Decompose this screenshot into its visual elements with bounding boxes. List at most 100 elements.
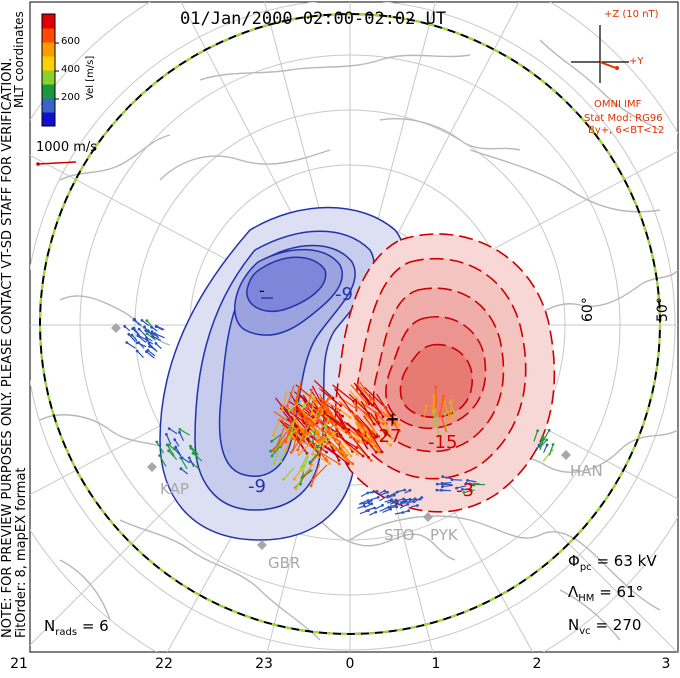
velocity-vector-origin xyxy=(406,503,409,506)
color-bar-swatch xyxy=(42,98,55,113)
velocity-vector-origin xyxy=(133,319,136,322)
velocity-vector-origin xyxy=(381,451,384,454)
velocity-vector-origin xyxy=(546,444,549,447)
velocity-vector-origin xyxy=(432,410,435,413)
velocity-vector-origin xyxy=(350,455,353,458)
velocity-vector-origin xyxy=(442,395,445,398)
velocity-vector-origin xyxy=(355,407,358,410)
mlt-label-22: 22 xyxy=(155,656,173,672)
velocity-vector-origin xyxy=(321,445,324,448)
imf-y-label: +Y xyxy=(629,56,644,67)
velocity-vector-origin xyxy=(144,329,147,332)
velocity-vector-origin xyxy=(370,499,373,502)
velocity-vector-origin xyxy=(174,446,177,449)
station-kap: KAP xyxy=(160,480,189,498)
velocity-vector-origin xyxy=(310,413,313,416)
color-bar-swatch xyxy=(42,14,55,29)
velocity-vector-origin xyxy=(155,342,158,345)
velocity-vector-origin xyxy=(407,509,410,512)
lambda-hm-value: = 61° xyxy=(599,583,643,601)
velocity-vector-origin xyxy=(341,415,344,418)
velocity-vector-origin xyxy=(373,507,376,510)
lat-label-60: 60° xyxy=(580,297,596,322)
velocity-vector-origin xyxy=(425,404,428,407)
station-marker-han xyxy=(561,450,571,460)
velocity-vector xyxy=(127,343,136,349)
velocity-vector-origin xyxy=(536,429,539,432)
contour-label-neg-1: -9 xyxy=(335,284,353,305)
velocity-vector-origin xyxy=(168,427,171,430)
velocity-vector-origin xyxy=(366,492,369,495)
velocity-vector-origin xyxy=(339,404,342,407)
velocity-vector-origin xyxy=(347,463,350,466)
velocity-vector-origin xyxy=(272,434,275,437)
velocity-vector-origin xyxy=(302,405,305,408)
velocity-vector-origin xyxy=(342,427,345,430)
velocity-vector-origin xyxy=(281,409,284,412)
velocity-vector-origin xyxy=(155,441,158,444)
phi-pc-stat: Φpc = 63 kV xyxy=(568,552,657,573)
velocity-vector-origin xyxy=(377,496,380,499)
velocity-vector-origin xyxy=(370,502,373,505)
velocity-vector-origin xyxy=(293,478,296,481)
station-gbr: GBR xyxy=(268,554,300,572)
velocity-vector-origin xyxy=(370,459,373,462)
velocity-vector-origin xyxy=(420,496,423,499)
velocity-vector-origin xyxy=(271,455,274,458)
contour-label-pos-3: -3 xyxy=(456,480,474,501)
velocity-vector-origin xyxy=(168,444,171,447)
velocity-vector-origin xyxy=(190,447,193,450)
velocity-vector-origin xyxy=(355,446,358,449)
velocity-vector xyxy=(365,508,374,510)
velocity-vector-origin xyxy=(151,335,154,338)
velocity-vector-origin xyxy=(123,325,126,328)
imf-z-label: +Z (10 nT) xyxy=(604,9,659,20)
color-bar-swatch xyxy=(42,70,55,85)
velocity-vector-origin xyxy=(444,413,447,416)
velocity-vector-origin xyxy=(285,449,288,452)
velocity-vector-origin xyxy=(416,504,419,507)
contour-label-neg-2: -9 xyxy=(248,476,266,497)
velocity-vector-origin xyxy=(296,449,299,452)
map-title: 01/Jan/2000 02:00-02:02 UT xyxy=(180,9,446,29)
vector-scale-label: 1000 m/s xyxy=(36,140,97,155)
velocity-vector-origin xyxy=(405,500,408,503)
vector-scale xyxy=(36,162,76,166)
color-bar xyxy=(42,14,55,127)
velocity-vector-origin xyxy=(165,433,168,436)
velocity-vector-origin xyxy=(127,333,130,336)
velocity-vector-origin xyxy=(315,409,318,412)
velocity-vector-origin xyxy=(441,475,444,478)
velocity-vector-origin xyxy=(295,487,298,490)
velocity-vector-origin xyxy=(145,350,148,353)
velocity-vector-origin xyxy=(409,489,412,492)
velocity-vector-origin xyxy=(292,412,295,415)
velocity-vector-origin xyxy=(311,453,314,456)
velocity-vector-origin xyxy=(280,460,283,463)
velocity-vector-origin xyxy=(441,485,444,488)
velocity-vector-origin xyxy=(311,478,314,481)
velocity-vector-origin xyxy=(383,490,386,493)
velocity-vector-origin xyxy=(273,462,276,465)
velocity-vector-origin xyxy=(315,401,318,404)
velocity-vector-origin xyxy=(297,453,300,456)
velocity-vector-origin xyxy=(150,326,153,329)
mlt-label-21: 21 xyxy=(10,656,28,672)
velocity-vector-origin xyxy=(332,397,335,400)
phi-pc-value: = 63 kV xyxy=(596,552,656,570)
velocity-vector-origin xyxy=(381,504,384,507)
station-marker-kap xyxy=(147,462,157,472)
color-bar-tick-200: 200 xyxy=(61,92,80,103)
n-vc-value: = 270 xyxy=(595,616,641,634)
velocity-vector-origin xyxy=(300,466,303,469)
velocity-vector-origin xyxy=(436,483,439,486)
velocity-vector-origin xyxy=(548,429,551,432)
velocity-vector-origin xyxy=(382,415,385,418)
color-bar-tick-600: 600 xyxy=(61,36,80,47)
velocity-vector-origin xyxy=(309,461,312,464)
velocity-vector-origin xyxy=(133,327,136,330)
velocity-vector-origin xyxy=(434,386,437,389)
fit-order: FitOrder: 8, mapEX format xyxy=(14,467,29,638)
velocity-vector-origin xyxy=(141,319,144,322)
